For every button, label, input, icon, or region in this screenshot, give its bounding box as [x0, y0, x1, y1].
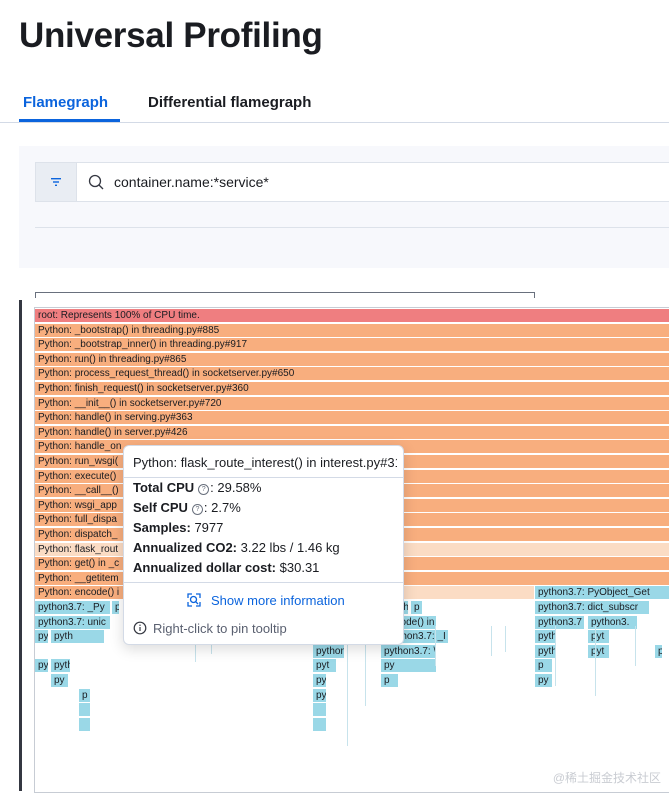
search-input[interactable] [114, 171, 614, 193]
active-tab-indicator [19, 119, 120, 122]
tooltip-divider [124, 582, 403, 583]
co2-label: Annualized CO2: [133, 540, 238, 555]
flamegraph-stack-line [435, 626, 436, 666]
flamegraph-frame[interactable]: py [313, 688, 326, 702]
total-cpu-row: Total CPU?: 29.58% [133, 480, 261, 495]
cost-value: $30.31 [279, 560, 320, 575]
watermark: @稀土掘金技术社区 [552, 771, 661, 785]
flamegraph-frame[interactable]: Python: _bootstrap() in threading.py#885 [35, 323, 669, 337]
flamegraph-frame[interactable]: python3.7: _Py [35, 601, 110, 614]
flamegraph-frame[interactable]: pyth [35, 659, 48, 673]
frame-tooltip: Python: flask_route_interest() in intere… [123, 445, 404, 645]
minimap-bracket [35, 292, 535, 298]
flamegraph-frame[interactable]: python3.7: PyObject_Get [535, 586, 669, 600]
self-cpu-value: : 2.7% [203, 500, 241, 515]
tooltip-frame-name: Python: flask_route_interest() in intere… [133, 455, 397, 470]
flamegraph-frame[interactable]: pyth [51, 630, 104, 644]
flamegraph-frame[interactable]: py [35, 630, 48, 644]
samples-label: Samples: [133, 520, 191, 535]
flamegraph-frame[interactable]: Python: __init__() in socketserver.py#72… [35, 396, 669, 410]
tab-flamegraph[interactable]: Flamegraph [23, 94, 109, 111]
flamegraph-frame[interactable]: p [411, 601, 422, 614]
flamegraph-frame[interactable]: python [313, 644, 344, 658]
co2-value: 3.22 lbs / 1.46 kg [240, 540, 340, 555]
flamegraph-frame[interactable]: py [535, 674, 552, 687]
inspect-icon [187, 593, 201, 607]
flamegraph-frame[interactable]: Python: handle() in serving.py#363 [35, 411, 669, 425]
total-cpu-value: : 29.58% [210, 480, 262, 495]
flamegraph-frame[interactable]: python3 [51, 659, 70, 673]
flamegraph-root-frame[interactable]: root: Represents 100% of CPU time. [35, 309, 669, 322]
info-icon [133, 621, 147, 635]
flamegraph-frame[interactable]: Python: handle() in server.py#426 [35, 425, 669, 439]
flamegraph-frame[interactable] [79, 717, 90, 731]
flamegraph-frame[interactable]: python3.7: unic [35, 615, 110, 629]
self-cpu-row: Self CPU?: 2.7% [133, 500, 241, 515]
flamegraph-frame[interactable]: Python: run() in threading.py#865 [35, 352, 669, 366]
self-cpu-label: Self CPU [133, 500, 188, 515]
show-more-information-link[interactable]: Show more information [211, 593, 345, 608]
tab-bar: Flamegraph Differential flamegraph [0, 84, 669, 123]
flamegraph-stack-line [365, 626, 366, 706]
flamegraph-frame[interactable]: pyt [588, 630, 609, 644]
flamegraph-frame[interactable] [79, 703, 90, 717]
flamegraph-frame[interactable]: p [381, 674, 398, 687]
flamegraph-frame[interactable]: py [51, 674, 68, 687]
pin-tooltip-hint: Right-click to pin tooltip [153, 621, 287, 636]
cost-label: Annualized dollar cost: [133, 560, 277, 575]
flamegraph-stack-line [595, 626, 596, 696]
flamegraph-frame[interactable] [313, 703, 326, 717]
info-icon: ? [191, 504, 203, 515]
tooltip-divider [124, 477, 403, 478]
total-cpu-label: Total CPU [133, 480, 195, 495]
flamegraph-frame[interactable]: Python: process_request_thread() in sock… [35, 367, 669, 381]
flamegraph-frame[interactable]: pyt [313, 659, 336, 673]
search-bar [35, 162, 669, 202]
cost-row: Annualized dollar cost: $30.31 [133, 560, 319, 575]
search-icon [88, 174, 104, 190]
flamegraph-frame[interactable]: python3. [588, 615, 637, 629]
panel-divider [35, 227, 669, 228]
flamegraph-frame[interactable]: Python: _bootstrap_inner() in threading.… [35, 338, 669, 352]
flamegraph-frame[interactable]: pyt [588, 644, 609, 658]
flamegraph-frame[interactable]: python3.7: dict_subscr [535, 601, 649, 614]
flamegraph-stack-line [635, 626, 636, 666]
co2-row: Annualized CO2: 3.22 lbs / 1.46 kg [133, 540, 340, 555]
info-icon: ? [198, 484, 210, 495]
samples-value: 7977 [194, 520, 224, 535]
filter-icon [51, 178, 61, 186]
flamegraph-frame[interactable]: Python: finish_request() in socketserver… [35, 382, 669, 395]
flamegraph-frame[interactable]: pyth [535, 644, 556, 658]
flamegraph-frame[interactable]: p [79, 688, 90, 702]
filter-panel [19, 146, 669, 268]
flamegraph-frame[interactable] [313, 717, 326, 731]
flamegraph-frame[interactable]: py [381, 659, 436, 673]
samples-row: Samples: 7977 [133, 520, 223, 535]
tab-differential-flamegraph[interactable]: Differential flamegraph [148, 94, 312, 111]
flamegraph-stack-line [491, 626, 492, 656]
flamegraph-stack-line [347, 626, 348, 746]
flamegraph-frame[interactable]: pyth [535, 630, 556, 644]
filter-button[interactable] [36, 163, 77, 201]
flamegraph-frame[interactable]: python3.7: \ [381, 644, 436, 658]
flamegraph-stack-line [505, 626, 506, 652]
flamegraph-frame[interactable]: python3.7 [535, 615, 584, 629]
scroll-rule [19, 300, 22, 791]
flamegraph-frame[interactable]: p [535, 659, 552, 673]
flamegraph-frame[interactable]: py [112, 601, 119, 614]
flamegraph-frame[interactable]: p [655, 644, 662, 658]
flamegraph-frame[interactable]: pyt [313, 674, 326, 687]
page-title: Universal Profiling [19, 16, 323, 55]
flamegraph-stack-line [555, 626, 556, 686]
